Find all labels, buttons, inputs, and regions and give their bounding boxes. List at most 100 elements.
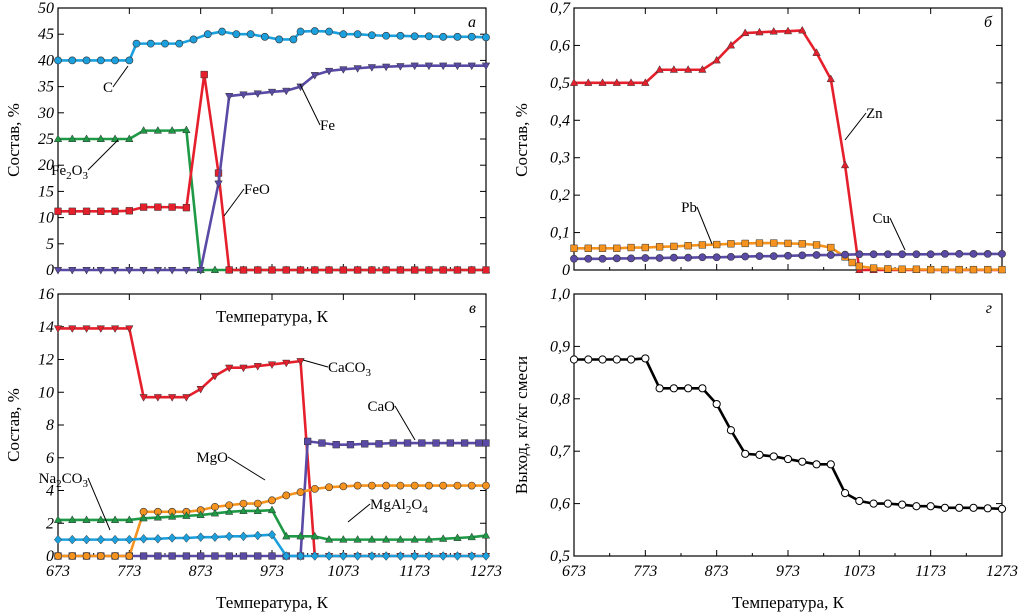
annotation-text: FeO: [244, 182, 270, 198]
annotation-text: CO: [62, 471, 83, 487]
y-tick-label: 0,9: [550, 338, 570, 355]
data-point: [425, 266, 433, 274]
annotation-text: Fe: [51, 163, 66, 179]
data-point: [139, 533, 148, 544]
data-point: [310, 484, 319, 493]
data-point: [482, 481, 490, 490]
data-point: [927, 265, 935, 274]
data-point: [403, 439, 412, 447]
annotation-label: Na2CO3: [39, 471, 89, 490]
series-annotation: Zn: [844, 106, 883, 141]
data-point: [54, 552, 62, 560]
data-point: [153, 533, 162, 544]
data-point: [955, 265, 963, 274]
data-point: [375, 440, 383, 448]
y-axis-label: Состав, %: [4, 103, 23, 177]
y-axis-label: Состав, %: [4, 388, 23, 462]
y-tick-label: 20: [38, 157, 54, 174]
data-point: [683, 65, 693, 73]
x-tick-label: 873: [189, 563, 213, 580]
data-point: [225, 531, 234, 542]
data-point: [110, 267, 120, 275]
data-point: [153, 512, 163, 521]
series-annotation: Fe2O3: [51, 139, 119, 182]
y-tick-label: 14: [38, 319, 54, 336]
data-point: [82, 134, 91, 142]
data-point: [570, 254, 578, 263]
data-point: [410, 551, 419, 561]
data-point: [983, 504, 992, 513]
data-point: [153, 394, 163, 402]
annotation-text: Cu: [872, 211, 890, 227]
data-point: [239, 552, 248, 560]
plot-frame: [57, 293, 487, 557]
data-point: [598, 78, 607, 86]
data-point: [612, 78, 621, 86]
data-point: [210, 265, 220, 273]
data-point: [353, 551, 362, 561]
data-point: [584, 244, 592, 252]
annotation-subscript: 2: [406, 504, 412, 516]
data-point: [339, 551, 348, 561]
annotation-leader: [394, 405, 416, 441]
data-point: [110, 325, 120, 333]
data-point: [627, 243, 635, 252]
data-point: [96, 267, 105, 275]
data-point: [54, 56, 62, 65]
data-point: [268, 496, 276, 505]
data-point: [439, 62, 448, 71]
data-point: [53, 267, 63, 275]
data-point: [68, 515, 77, 523]
data-point: [225, 93, 234, 101]
data-point: [439, 266, 447, 274]
series-Cu: [570, 250, 1006, 263]
data-point: [912, 265, 921, 273]
data-point: [96, 534, 105, 545]
data-point: [197, 552, 205, 560]
data-point: [998, 250, 1006, 258]
x-tick-label: 673: [562, 563, 586, 580]
data-point: [855, 262, 863, 270]
data-point: [798, 457, 807, 466]
data-point: [167, 512, 177, 520]
x-tick-label: 673: [46, 563, 70, 580]
data-point: [741, 449, 750, 458]
data-point: [612, 355, 621, 364]
data-point: [253, 90, 262, 99]
data-point: [926, 250, 935, 259]
y-tick-label: 40: [38, 52, 54, 69]
annotation-leader: [889, 217, 906, 251]
data-point: [655, 384, 664, 393]
data-point: [82, 325, 91, 333]
annotation-text: CaCO: [328, 360, 366, 376]
data-point: [361, 440, 369, 448]
data-point: [139, 203, 148, 211]
data-point: [97, 207, 105, 215]
data-point: [698, 253, 707, 262]
data-point: [669, 65, 679, 73]
data-point: [884, 265, 892, 273]
data-point: [125, 515, 134, 523]
annotation-text: MgAl: [370, 497, 406, 513]
data-point: [453, 62, 462, 71]
data-point: [324, 67, 334, 76]
data-point: [655, 243, 664, 251]
annotation-subscript: 2: [56, 478, 62, 490]
data-point: [883, 250, 892, 259]
annotation-text: MgO: [196, 450, 228, 466]
data-point: [453, 32, 462, 41]
data-point: [182, 394, 191, 402]
data-point: [154, 552, 162, 560]
data-point: [324, 535, 334, 543]
data-point: [812, 251, 821, 259]
data-point: [670, 242, 678, 251]
data-point: [367, 535, 377, 543]
panel-label: б: [984, 14, 993, 31]
annotation-text: O: [411, 497, 422, 513]
data-point: [82, 56, 91, 65]
series-annotation: MgO: [196, 450, 266, 481]
data-point: [196, 267, 205, 275]
data-point: [424, 62, 434, 71]
data-point: [482, 266, 490, 274]
data-point: [111, 552, 119, 560]
